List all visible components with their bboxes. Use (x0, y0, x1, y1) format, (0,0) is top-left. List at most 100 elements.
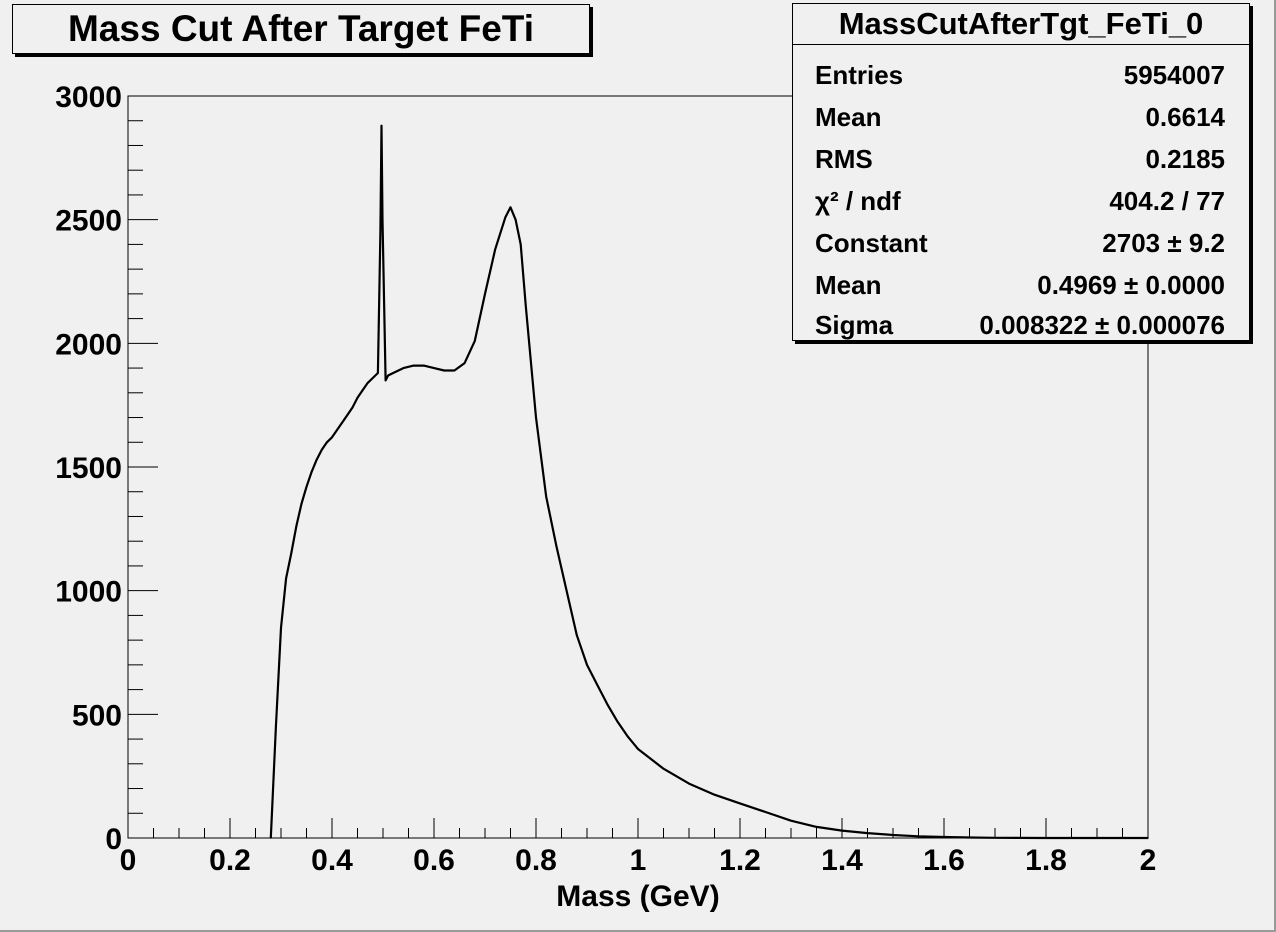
chart-title: Mass Cut After Target FeTi (67, 8, 534, 49)
histogram-point (662, 767, 665, 770)
histogram-point (270, 837, 272, 839)
histogram-point (637, 748, 639, 750)
histogram-point (525, 305, 527, 308)
stats-value: 0.6614 (1145, 102, 1225, 132)
x-tick-label: 1 (630, 844, 647, 877)
histogram-point (1147, 837, 1149, 839)
histogram-point (504, 216, 507, 218)
stats-key: Mean (815, 102, 882, 132)
stats-row-sigma: Sigma 0.008322 ± 0.000076 (793, 302, 1249, 344)
chart-title-box: Mass Cut After Target FeTi (12, 4, 590, 54)
histogram-point (627, 735, 629, 738)
x-tick-label: 0.2 (209, 844, 251, 877)
histogram-point (290, 552, 293, 555)
histogram-point (366, 382, 369, 384)
histogram-point (713, 793, 716, 796)
histogram-point (433, 367, 435, 369)
stats-row-mean: Mean 0.6614 (793, 94, 1249, 136)
stats-row-entries: Entries 5954007 (793, 52, 1249, 94)
stats-row-fit-mean: Mean 0.4969 ± 0.0000 (793, 262, 1249, 304)
histogram-point (1096, 837, 1098, 839)
y-tick-label: 1500 (55, 452, 122, 485)
stats-value: 0.2185 (1145, 144, 1225, 174)
stats-key: Sigma (815, 310, 894, 340)
y-tick-label: 500 (72, 699, 122, 732)
x-tick-label: 0.8 (515, 844, 557, 877)
x-tick-label: 1.2 (719, 844, 761, 877)
histogram-point (331, 436, 333, 439)
x-tick-label: 0.4 (311, 844, 353, 877)
x-tick-label: 1.6 (923, 844, 965, 877)
stats-title: MassCutAfterTgt_FeTi_0 (793, 4, 1249, 45)
histogram-point (596, 683, 598, 686)
histogram-point (866, 832, 869, 834)
stats-key: RMS (815, 144, 873, 174)
histogram-point (494, 248, 497, 251)
histogram-point (484, 293, 486, 295)
histogram-point (1045, 837, 1047, 839)
y-tick-label: 2500 (55, 205, 122, 238)
histogram-point (519, 243, 522, 246)
histogram-point (336, 429, 338, 431)
stats-value: 0.008322 ± 0.000076 (979, 310, 1225, 340)
histogram-point (815, 826, 818, 828)
histogram-point (305, 485, 308, 488)
histogram-point (739, 802, 741, 805)
axes: 0 0.2 0.4 0.6 0.8 1 1.2 1.4 1.6 1.8 2 0 500 1000 1500 2… (55, 81, 1156, 877)
histogram-point (285, 577, 287, 580)
x-tick-label: 0.6 (413, 844, 455, 877)
histogram-point (509, 206, 512, 209)
histogram-point (392, 372, 395, 374)
histogram-point (764, 811, 767, 813)
histogram-point (892, 834, 894, 836)
histogram-point (372, 377, 374, 379)
histogram-point (423, 364, 425, 367)
histogram-point (943, 836, 945, 838)
histogram-point (688, 782, 690, 785)
histogram-point (381, 218, 384, 221)
histogram-point (790, 819, 792, 822)
histogram-point (565, 589, 568, 592)
stats-key: Mean (815, 270, 882, 300)
x-tick-label: 1.8 (1025, 844, 1067, 877)
histogram-point (463, 362, 466, 364)
histogram-point (361, 389, 364, 392)
stats-key: χ² / ndf (815, 186, 901, 216)
histogram-point (443, 369, 446, 372)
histogram-point (616, 720, 619, 723)
histogram-point (321, 448, 323, 451)
histogram-point (453, 369, 456, 372)
histogram-point (300, 503, 303, 505)
histogram-point (514, 218, 517, 221)
stats-value: 5954007 (1123, 60, 1225, 90)
histogram-point (402, 367, 405, 369)
histogram-point (310, 471, 313, 473)
histogram-point (379, 231, 382, 233)
data-layer (269, 124, 1149, 840)
histogram-point (351, 406, 354, 409)
y-tick-label: 0 (105, 823, 122, 856)
histogram-point (606, 703, 609, 706)
histogram-point (341, 421, 344, 424)
histogram-point (412, 364, 415, 367)
histogram-point (474, 340, 476, 342)
histogram-point (356, 396, 359, 399)
stats-row-constant: Constant 2703 ± 9.2 (793, 220, 1249, 262)
x-axis-label: Mass (GeV) (556, 880, 719, 913)
stats-value: 404.2 / 77 (1109, 186, 1225, 216)
histogram-point (295, 525, 298, 528)
histogram-point (275, 725, 277, 728)
histogram-point (326, 441, 328, 444)
stats-key: Entries (815, 60, 904, 90)
histogram-point (377, 372, 379, 374)
histogram-point (586, 664, 588, 666)
histogram-point (380, 124, 383, 127)
stats-row-rms: RMS 0.2185 (793, 136, 1249, 178)
stats-value: 2703 ± 9.2 (1102, 228, 1225, 258)
x-tick-label: 1.4 (821, 844, 863, 877)
histogram-point (841, 829, 843, 832)
histogram-point (576, 634, 578, 636)
stats-value: 0.4969 ± 0.0000 (1037, 270, 1225, 300)
